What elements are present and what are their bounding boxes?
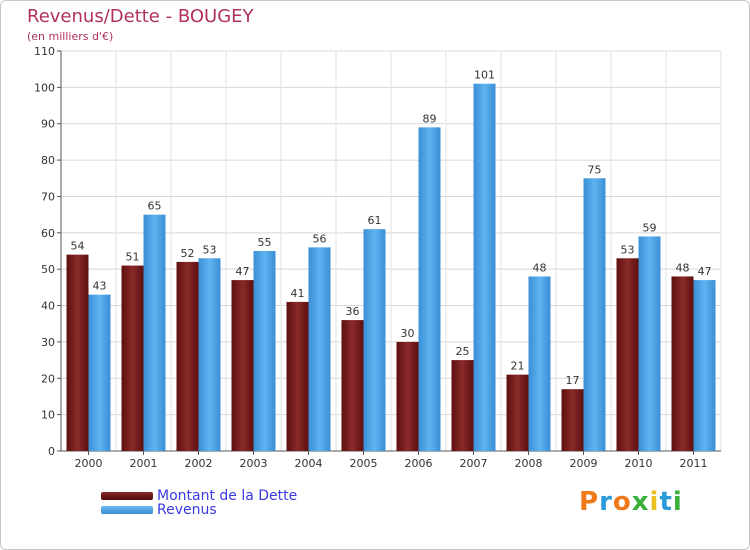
- bar-dette-2002: [176, 261, 199, 451]
- bar-dette-2009: [561, 389, 584, 451]
- bar-dette-2000: [66, 254, 89, 451]
- legend-label-revenus: Revenus: [157, 502, 217, 518]
- chart-title: Revenus/Dette - BOUGEY: [27, 6, 254, 27]
- value-label-revenus-2007: 101: [474, 69, 495, 82]
- logo-letter: x: [631, 487, 650, 517]
- value-label-revenus-2005: 61: [368, 214, 382, 227]
- value-label-revenus-2002: 53: [203, 243, 217, 256]
- value-label-dette-2003: 47: [236, 265, 250, 278]
- value-label-dette-2000: 54: [71, 240, 85, 253]
- bar-revenus-2011: [693, 280, 716, 451]
- y-tick-label: 70: [41, 190, 55, 203]
- logo-letter: P: [579, 487, 600, 517]
- bar-revenus-2003: [253, 251, 276, 451]
- value-label-revenus-2000: 43: [93, 280, 107, 293]
- value-label-dette-2006: 30: [401, 327, 415, 340]
- value-label-revenus-2009: 75: [588, 163, 602, 176]
- y-tick-label: 90: [41, 118, 55, 131]
- bar-dette-2006: [396, 341, 419, 451]
- value-labels: 54 43 51 65 52 53 47 55 41 56 36 61 30 89 25 101 21 48 17 7…: [71, 69, 712, 387]
- bar-revenus-2002: [198, 258, 221, 451]
- bar-dette-2007: [451, 360, 474, 451]
- logo-letter: r: [599, 487, 613, 517]
- value-label-revenus-2003: 55: [258, 236, 272, 249]
- y-tick-label: 100: [34, 81, 55, 94]
- bar-dette-2003: [231, 280, 254, 451]
- y-tick-label: 20: [41, 372, 55, 385]
- y-tick-label: 110: [34, 45, 55, 58]
- y-tick-label: 80: [41, 154, 55, 167]
- x-tick-label: 2009: [570, 457, 598, 470]
- legend-swatch-dette: [101, 492, 153, 500]
- bar-revenus-2007: [473, 83, 496, 452]
- x-tick-label: 2010: [625, 457, 653, 470]
- x-tick-label: 2001: [130, 457, 158, 470]
- x-tick-label: 2002: [185, 457, 213, 470]
- proxiti-logo: Proxiti: [579, 487, 683, 517]
- value-label-revenus-2011: 47: [698, 265, 712, 278]
- bar-dette-2008: [506, 374, 529, 451]
- bar-revenus-2006: [418, 127, 441, 451]
- y-tick-label: 0: [48, 445, 55, 458]
- logo-letter: o: [612, 487, 632, 517]
- value-label-dette-2008: 21: [511, 360, 525, 373]
- value-label-revenus-2001: 65: [148, 200, 162, 213]
- bar-revenus-2000: [88, 294, 111, 451]
- x-tick-label: 2008: [515, 457, 543, 470]
- axes: [57, 50, 721, 455]
- logo-letter: t: [659, 487, 673, 517]
- grid-lines: [60, 50, 722, 452]
- x-tick-label: 2003: [240, 457, 268, 470]
- bar-revenus-2001: [143, 214, 166, 451]
- bar-dette-2011: [671, 276, 694, 451]
- bar-revenus-2009: [583, 178, 606, 452]
- tick-labels: 0 10 20 30 40 50 60 70 80 90 100 110 2000 2001 2002 200…: [34, 45, 708, 470]
- value-label-dette-2004: 41: [291, 287, 305, 300]
- bar-dette-2005: [341, 320, 364, 451]
- x-tick-label: 2000: [75, 457, 103, 470]
- legend-label-dette: Montant de la Dette: [157, 488, 298, 504]
- y-tick-label: 10: [41, 409, 55, 422]
- x-tick-label: 2004: [295, 457, 323, 470]
- value-label-dette-2001: 51: [126, 251, 140, 264]
- value-label-dette-2011: 48: [676, 261, 690, 274]
- bar-revenus-2004: [308, 247, 331, 451]
- value-label-revenus-2004: 56: [313, 232, 327, 245]
- logo-letter: i: [649, 487, 660, 517]
- legend-dette: Montant de la Dette: [101, 489, 297, 503]
- bar-revenus-2005: [363, 229, 386, 451]
- value-label-revenus-2010: 59: [643, 221, 657, 234]
- y-tick-label: 30: [41, 336, 55, 349]
- bar-dette-2004: [286, 301, 309, 451]
- value-label-revenus-2008: 48: [533, 261, 547, 274]
- x-tick-label: 2011: [680, 457, 708, 470]
- value-label-revenus-2006: 89: [423, 112, 437, 125]
- value-label-dette-2002: 52: [181, 247, 195, 260]
- y-tick-label: 40: [41, 300, 55, 313]
- logo-letter: i: [672, 487, 683, 517]
- value-label-dette-2005: 36: [346, 305, 360, 318]
- y-tick-label: 60: [41, 227, 55, 240]
- bars: [66, 83, 716, 452]
- value-label-dette-2007: 25: [456, 345, 470, 358]
- bar-revenus-2008: [528, 276, 551, 451]
- legend-swatch-revenus: [101, 506, 153, 514]
- legend-revenus: Revenus: [101, 503, 217, 517]
- x-tick-label: 2006: [405, 457, 433, 470]
- value-label-dette-2009: 17: [566, 374, 580, 387]
- chart-subtitle: (en milliers d'€): [27, 30, 114, 43]
- bar-revenus-2010: [638, 236, 661, 451]
- value-label-dette-2010: 53: [621, 243, 635, 256]
- x-tick-label: 2007: [460, 457, 488, 470]
- y-tick-label: 50: [41, 263, 55, 276]
- bar-dette-2010: [616, 258, 639, 451]
- x-tick-label: 2005: [350, 457, 378, 470]
- bar-dette-2001: [121, 265, 144, 451]
